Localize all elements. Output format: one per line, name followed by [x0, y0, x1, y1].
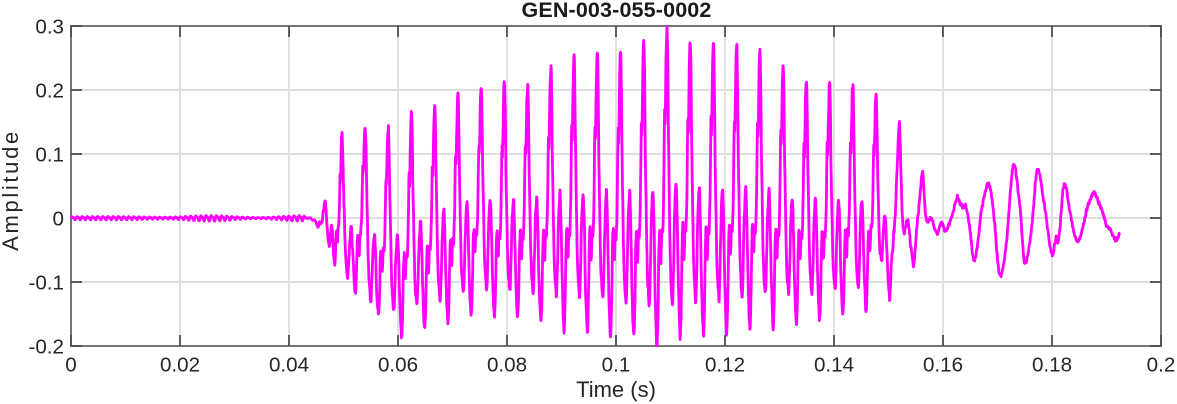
svg-text:0.18: 0.18	[1032, 354, 1072, 377]
svg-text:0.2: 0.2	[35, 79, 64, 102]
svg-text:0.2: 0.2	[1147, 354, 1176, 377]
svg-text:0.06: 0.06	[378, 354, 418, 377]
svg-text:-0.2: -0.2	[29, 335, 65, 358]
svg-text:0: 0	[53, 207, 64, 230]
svg-text:0.14: 0.14	[814, 354, 854, 377]
svg-text:0.08: 0.08	[487, 354, 527, 377]
svg-text:0.16: 0.16	[923, 354, 963, 377]
svg-text:0.12: 0.12	[705, 354, 745, 377]
svg-text:0.1: 0.1	[602, 354, 631, 377]
svg-text:0: 0	[65, 354, 76, 377]
svg-text:Time (s): Time (s)	[576, 377, 656, 402]
svg-text:0.1: 0.1	[35, 143, 64, 166]
svg-text:0.04: 0.04	[269, 354, 309, 377]
svg-text:0.3: 0.3	[35, 15, 64, 38]
svg-text:0.02: 0.02	[160, 354, 200, 377]
svg-text:Amplitude: Amplitude	[0, 129, 23, 251]
svg-text:-0.1: -0.1	[29, 271, 65, 294]
svg-text:GEN-003-055-0002: GEN-003-055-0002	[521, 0, 711, 22]
